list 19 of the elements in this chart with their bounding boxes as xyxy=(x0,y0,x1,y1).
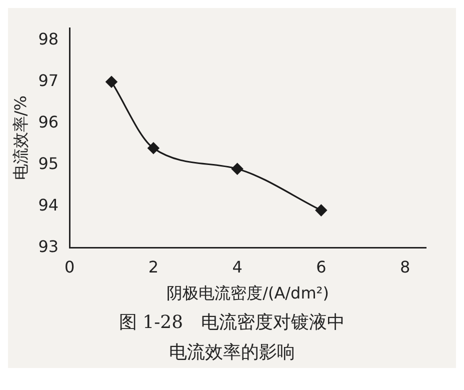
y-tick-label: 98 xyxy=(38,30,59,49)
y-tick-label: 94 xyxy=(38,195,59,214)
y-tick-label: 95 xyxy=(38,154,59,173)
x-tick-label: 0 xyxy=(64,257,75,276)
x-axis-title: 阴极电流密度/(A/dm²) xyxy=(166,284,329,303)
x-tick-label: 6 xyxy=(316,257,326,276)
point xyxy=(148,142,160,154)
point xyxy=(231,163,244,175)
caption: 图 1-28 电流密度对镀液中 xyxy=(118,311,346,335)
x-tick-label: 2 xyxy=(148,257,159,276)
point xyxy=(106,76,118,88)
x-tick-label: 4 xyxy=(232,257,242,276)
y-tick-label: 96 xyxy=(38,112,59,132)
x-tick-label: 8 xyxy=(400,257,410,276)
y-axis-title: 电流效率/% xyxy=(10,96,30,180)
y-tick-label: 93 xyxy=(38,236,59,256)
text: 电流效率的影响 xyxy=(168,341,296,365)
point xyxy=(315,204,327,216)
y-tick-label: 97 xyxy=(38,71,59,90)
